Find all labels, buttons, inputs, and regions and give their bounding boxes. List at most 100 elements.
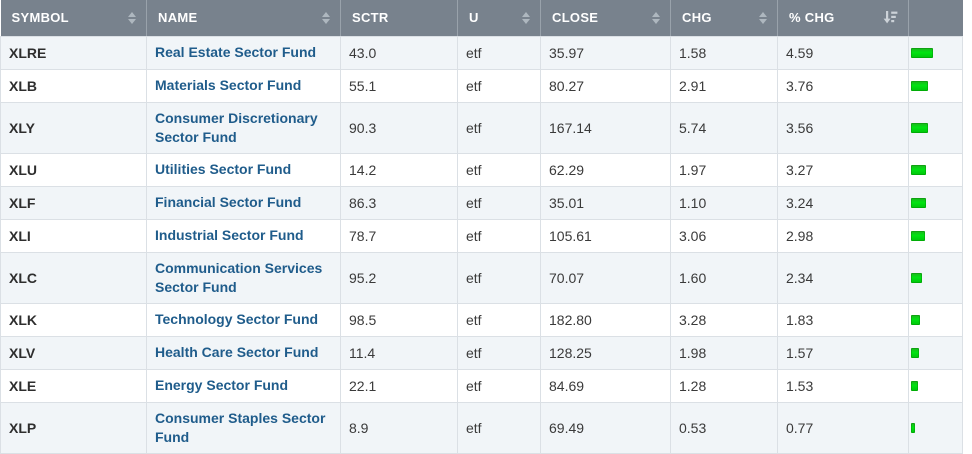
chg-cell: 1.60 [670,251,778,304]
fund-name-link[interactable]: Health Care Sector Fund [155,344,319,360]
col-header-chg[interactable]: CHG [670,0,778,37]
sctr-cell: 43.0 [340,35,458,70]
name-cell: Materials Sector Fund [146,68,341,103]
pct-chg-bar-cell [908,302,963,337]
sort-icon[interactable] [322,11,330,24]
fund-name-link[interactable]: Consumer Discretionary Sector Fund [155,109,318,145]
col-header-universe-label: U [469,10,479,26]
fund-name-link[interactable]: Industrial Sector Fund [155,227,304,243]
universe-cell: etf [457,401,541,454]
col-header-symbol[interactable]: SYMBOL [0,0,147,37]
symbol-cell: XLY [0,101,147,154]
table-row: XLP Consumer Staples Sector Fund 8.9 etf… [0,401,963,454]
close-cell: 105.61 [540,218,671,253]
pct-chg-bar-cell [908,68,963,103]
close-cell: 69.49 [540,401,671,454]
symbol-cell: XLB [0,68,147,103]
sctr-cell: 11.4 [340,335,458,370]
name-cell: Utilities Sector Fund [146,152,341,187]
close-cell: 80.27 [540,68,671,103]
table-row: XLC Communication Services Sector Fund 9… [0,251,963,304]
pct-chg-bar-cell [908,101,963,154]
fund-name-link[interactable]: Communication Services Sector Fund [155,259,323,295]
chg-cell: 3.06 [670,218,778,253]
col-header-pct-chg-label: % CHG [789,10,835,26]
table-row: XLV Health Care Sector Fund 11.4 etf 128… [0,335,963,370]
universe-cell: etf [457,251,541,304]
symbol-cell: XLE [0,368,147,403]
name-cell: Communication Services Sector Fund [146,251,341,304]
pct-chg-cell: 4.59 [777,35,909,70]
fund-name-link[interactable]: Real Estate Sector Fund [155,44,317,60]
sort-icon[interactable] [128,11,136,24]
universe-cell: etf [457,368,541,403]
sctr-cell: 98.5 [340,302,458,337]
chg-cell: 1.28 [670,368,778,403]
pct-chg-cell: 3.56 [777,101,909,154]
universe-cell: etf [457,302,541,337]
pct-chg-bar [911,122,928,133]
table-body: XLRE Real Estate Sector Fund 43.0 etf 35… [0,35,963,454]
close-cell: 35.97 [540,35,671,70]
pct-chg-bar-cell [908,251,963,304]
pct-chg-bar-cell [908,152,963,187]
pct-chg-cell: 3.24 [777,185,909,220]
close-cell: 35.01 [540,185,671,220]
symbol-cell: XLC [0,251,147,304]
col-header-chg-label: CHG [682,10,712,26]
chg-cell: 0.53 [670,401,778,454]
close-cell: 167.14 [540,101,671,154]
universe-cell: etf [457,35,541,70]
fund-name-link[interactable]: Financial Sector Fund [155,194,302,210]
sort-icon[interactable] [759,11,767,24]
table-row: XLB Materials Sector Fund 55.1 etf 80.27… [0,68,963,103]
pct-chg-cell: 2.34 [777,251,909,304]
name-cell: Consumer Staples Sector Fund [146,401,341,454]
pct-chg-cell: 1.83 [777,302,909,337]
pct-chg-bar [911,422,915,433]
col-header-symbol-label: SYMBOL [11,10,69,26]
fund-name-link[interactable]: Energy Sector Fund [155,377,289,393]
universe-cell: etf [457,68,541,103]
fund-name-link[interactable]: Materials Sector Fund [155,77,302,93]
col-header-close[interactable]: CLOSE [540,0,671,37]
close-cell: 84.69 [540,368,671,403]
symbol-cell: XLU [0,152,147,187]
sort-icon[interactable] [522,11,530,24]
col-header-universe[interactable]: U [457,0,541,37]
pct-chg-bar [911,164,926,175]
fund-name-link[interactable]: Utilities Sector Fund [155,161,292,177]
chg-cell: 3.28 [670,302,778,337]
pct-chg-bar-cell [908,185,963,220]
col-header-name-label: NAME [158,10,198,26]
name-cell: Energy Sector Fund [146,368,341,403]
name-cell: Real Estate Sector Fund [146,35,341,70]
name-cell: Health Care Sector Fund [146,335,341,370]
pct-chg-bar-cell [908,401,963,454]
col-header-bar [908,0,963,37]
fund-name-link[interactable]: Consumer Staples Sector Fund [155,409,326,445]
pct-chg-cell: 2.98 [777,218,909,253]
pct-chg-bar-cell [908,335,963,370]
pct-chg-bar [911,47,933,58]
sort-icon[interactable] [652,11,660,24]
col-header-sctr[interactable]: SCTR [340,0,458,37]
symbol-cell: XLV [0,335,147,370]
fund-name-link[interactable]: Technology Sector Fund [155,311,319,327]
close-cell: 128.25 [540,335,671,370]
close-cell: 62.29 [540,152,671,187]
col-header-pct-chg[interactable]: % CHG [777,0,909,37]
header-row: SYMBOL NAME SCTR U [0,0,963,37]
sort-descending-icon[interactable] [883,10,898,25]
chg-cell: 1.58 [670,35,778,70]
pct-chg-bar-cell [908,368,963,403]
table-row: XLK Technology Sector Fund 98.5 etf 182.… [0,302,963,337]
sctr-cell: 86.3 [340,185,458,220]
col-header-name[interactable]: NAME [146,0,341,37]
table-row: XLI Industrial Sector Fund 78.7 etf 105.… [0,218,963,253]
chg-cell: 2.91 [670,68,778,103]
pct-chg-bar [911,197,926,208]
universe-cell: etf [457,335,541,370]
